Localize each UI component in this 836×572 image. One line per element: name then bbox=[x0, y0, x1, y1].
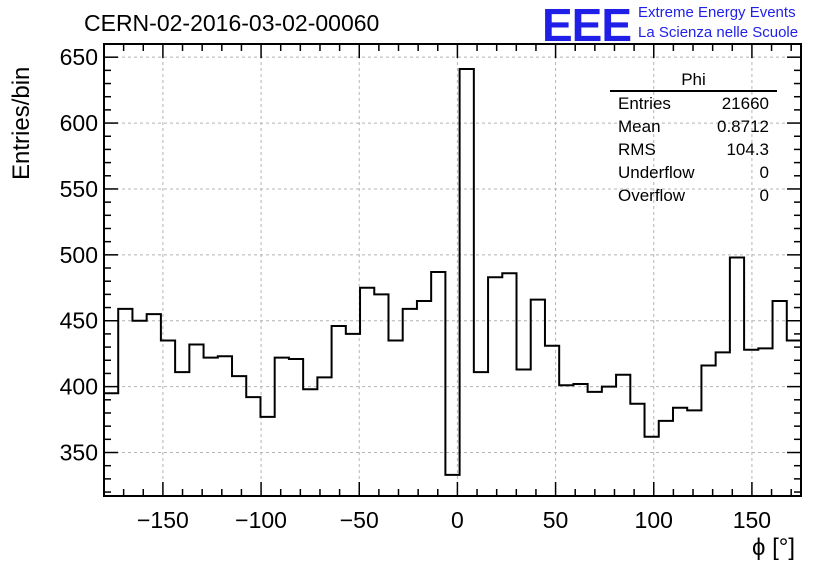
x-tick-label: 0 bbox=[451, 507, 464, 533]
histogram-bin bbox=[104, 393, 118, 496]
histogram-bin bbox=[730, 257, 744, 496]
histogram-bin bbox=[232, 376, 246, 496]
stats-row-mean: Mean 0.8712 bbox=[610, 115, 777, 138]
x-tick-label: −50 bbox=[340, 507, 379, 533]
histogram-bin bbox=[773, 301, 787, 496]
histogram-bin bbox=[360, 288, 374, 496]
histogram-bin bbox=[189, 344, 203, 496]
logo-line-2: La Scienza nelle Scuole bbox=[638, 24, 799, 41]
stats-label: Entries bbox=[618, 94, 671, 113]
eee-logo: EEE bbox=[542, 0, 632, 51]
chart-title: CERN-02-2016-03-02-00060 bbox=[84, 10, 380, 36]
histogram-bin bbox=[332, 326, 346, 496]
histogram-bin bbox=[630, 404, 644, 496]
stats-value: 104.3 bbox=[726, 140, 769, 159]
histogram-bin bbox=[716, 352, 730, 496]
histogram-bin bbox=[687, 410, 701, 496]
stats-row-entries: Entries 21660 bbox=[610, 92, 777, 115]
histogram-bin bbox=[559, 385, 573, 496]
histogram-bin bbox=[517, 369, 531, 496]
histogram-bin bbox=[417, 301, 431, 496]
histogram-bin bbox=[445, 475, 459, 496]
histogram-bin bbox=[403, 309, 417, 496]
plot-frame bbox=[103, 43, 802, 497]
histogram-bin bbox=[602, 387, 616, 496]
histogram-bin bbox=[701, 366, 715, 496]
tick-labels: −150 −100 −50 0 50 100 150 350 400 450 500 550 600 65… bbox=[60, 44, 771, 533]
stats-value: 21660 bbox=[721, 94, 769, 113]
histogram-bin bbox=[758, 348, 772, 496]
histogram-bin bbox=[431, 272, 445, 496]
histogram-outline bbox=[103, 68, 802, 496]
histogram-bin bbox=[303, 389, 317, 496]
axis-ticks bbox=[103, 43, 801, 496]
y-tick-label: 350 bbox=[60, 440, 98, 466]
histogram-bin bbox=[616, 375, 630, 496]
histogram-bin bbox=[175, 372, 189, 496]
histogram-bin bbox=[645, 437, 659, 496]
histogram-bin bbox=[317, 377, 331, 496]
x-tick-label: −100 bbox=[235, 507, 287, 533]
histogram-bin bbox=[218, 356, 232, 496]
histogram-bin bbox=[374, 294, 388, 496]
histogram-bin bbox=[787, 341, 801, 496]
grid-lines bbox=[104, 44, 801, 496]
histogram-bin bbox=[531, 300, 545, 496]
histogram-bin bbox=[289, 359, 303, 496]
histogram-bin bbox=[346, 334, 360, 496]
y-tick-label: 550 bbox=[60, 176, 98, 202]
histogram-bin bbox=[161, 341, 175, 496]
y-tick-label: 400 bbox=[60, 374, 98, 400]
histogram-bin bbox=[744, 350, 758, 496]
y-tick-label: 450 bbox=[60, 308, 98, 334]
logo-line-1: Extreme Energy Events bbox=[638, 4, 796, 21]
stats-label: Underflow bbox=[618, 163, 695, 182]
stats-row-rms: RMS 104.3 bbox=[610, 138, 777, 161]
stats-value: 0 bbox=[759, 186, 769, 205]
histogram-bin bbox=[246, 397, 260, 496]
stats-row-overflow: Overflow 0 bbox=[610, 184, 777, 207]
stats-label: RMS bbox=[618, 140, 656, 159]
y-tick-label: 500 bbox=[60, 242, 98, 268]
stats-box: Phi Entries 21660 Mean 0.8712 RMS 104.3 … bbox=[610, 70, 777, 207]
histogram-bin bbox=[275, 358, 289, 496]
histogram-bin bbox=[204, 358, 218, 496]
x-tick-label: −150 bbox=[137, 507, 189, 533]
stats-row-underflow: Underflow 0 bbox=[610, 161, 777, 184]
histogram-bin bbox=[474, 372, 488, 496]
histogram-bin bbox=[588, 392, 602, 496]
histogram-bin bbox=[488, 277, 502, 496]
histogram-bin bbox=[147, 314, 161, 496]
histogram-bin bbox=[659, 421, 673, 496]
y-tick-label: 650 bbox=[60, 44, 98, 70]
histogram-bin bbox=[573, 384, 587, 496]
histogram-bin bbox=[545, 346, 559, 496]
histogram-bin bbox=[260, 417, 274, 496]
y-axis-label: Entries/bin bbox=[8, 66, 35, 180]
x-tick-label: 150 bbox=[733, 507, 771, 533]
x-tick-label: 50 bbox=[543, 507, 569, 533]
histogram-bin bbox=[388, 341, 402, 496]
x-axis-label: ϕ [°] bbox=[752, 534, 796, 561]
stats-label: Mean bbox=[618, 117, 661, 136]
histogram-bin bbox=[673, 408, 687, 496]
stats-box-title: Phi bbox=[610, 70, 777, 92]
stats-value: 0 bbox=[759, 163, 769, 182]
histogram-bin bbox=[460, 69, 474, 496]
stats-label: Overflow bbox=[618, 186, 686, 205]
histogram-bin bbox=[118, 309, 132, 496]
stats-value: 0.8712 bbox=[717, 117, 769, 136]
y-tick-label: 600 bbox=[60, 110, 98, 136]
histogram-bin bbox=[132, 321, 146, 496]
x-tick-label: 100 bbox=[635, 507, 673, 533]
histogram-bin bbox=[502, 273, 516, 496]
